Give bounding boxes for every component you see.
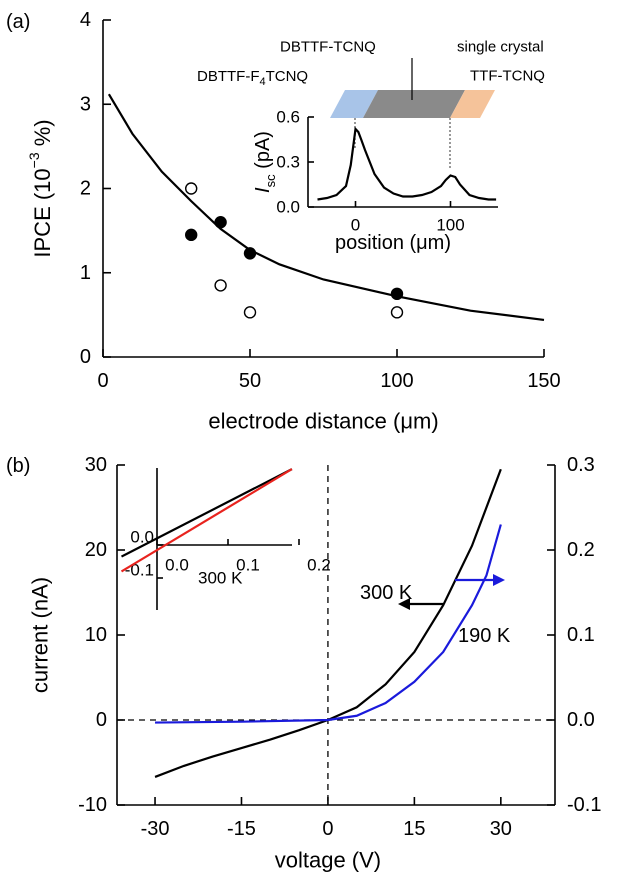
y-tick-label: 0.3 [276, 153, 300, 172]
x-axis-label: electrode distance (μm) [208, 409, 438, 434]
x-tick-label: 100 [380, 370, 413, 392]
y-axis-label-part: sc [263, 174, 278, 188]
x-tick-label: 15 [403, 818, 425, 840]
electrode-label-part: TCNQ [266, 68, 309, 85]
x-tick-label: 0.0 [165, 556, 189, 575]
y-tick-label: -0.1 [125, 561, 154, 580]
y-axis-label: Isc (pA) [252, 131, 278, 193]
panel-label: (b) [6, 455, 30, 477]
y-tick-label: 3 [80, 93, 91, 115]
y-tick-label: 0.2 [567, 539, 595, 561]
x-tick-label: 50 [239, 370, 261, 392]
electrode-label-part: 4 [259, 76, 265, 88]
electrode-label: TTF-TCNQ [470, 68, 545, 85]
y-axis-label: current (nA) [28, 577, 53, 693]
y-tick-label: 0.1 [567, 624, 595, 646]
x-tick-label: 0.1 [236, 556, 260, 575]
y-tick-label: 30 [85, 454, 107, 476]
x-tick-label: 100 [436, 216, 464, 235]
x-tick-label: 150 [527, 370, 560, 392]
electrode-left [330, 90, 378, 118]
annotation: 300 K [360, 582, 413, 604]
panel-label: (a) [6, 11, 30, 33]
x-tick-label: -30 [141, 818, 170, 840]
y-tick-label: 0.0 [130, 528, 154, 547]
electrode-label-part: DBTTF-F [197, 68, 259, 85]
annotation: 190 K [458, 625, 511, 647]
arrow-head [398, 598, 410, 610]
electrode-right [450, 90, 495, 118]
y-tick-label: 0 [80, 346, 91, 368]
y-tick-label: 20 [85, 539, 107, 561]
y-tick-label: 0.3 [567, 454, 595, 476]
y-tick-label: 0.6 [276, 108, 300, 127]
data-point [214, 279, 227, 292]
data-line [155, 524, 502, 724]
y-tick-label: 0 [96, 709, 107, 731]
data-point [390, 306, 404, 319]
y-tick-label: 4 [80, 9, 91, 31]
electrode-label: DBTTF-F4TCNQ [197, 68, 308, 89]
x-tick-label: 0 [97, 370, 108, 392]
x-tick-label: 0.2 [307, 556, 331, 575]
x-tick-label: 30 [490, 818, 512, 840]
y-tick-label: 2 [80, 178, 91, 200]
crystal [363, 90, 465, 118]
y-axis-label-part: −3 [26, 152, 42, 168]
x-tick-label: 0 [351, 216, 360, 235]
data-line [120, 468, 293, 558]
x-tick-label: 0 [322, 818, 333, 840]
x-axis-label: voltage (V) [275, 848, 381, 873]
y-axis-label: IPCE (10−3 %) [26, 119, 55, 257]
data-line [317, 126, 497, 201]
data-point [243, 306, 257, 319]
y-tick-label: 1 [80, 262, 91, 284]
data-point [184, 182, 198, 195]
y-tick-label: 10 [85, 624, 107, 646]
y-tick-label: 0.0 [567, 709, 595, 731]
crystal-note: single crystal [457, 39, 544, 56]
x-axis-label: position (μm) [335, 232, 451, 254]
y-tick-label: 0.0 [276, 198, 300, 217]
y-axis-label-part: IPCE (10 [30, 168, 55, 257]
x-tick-label: -15 [227, 818, 256, 840]
y-axis-label-part: I [252, 187, 274, 193]
annotation: 300 K [198, 569, 243, 588]
arrow-head [493, 574, 505, 586]
y-tick-label: -10 [78, 794, 107, 816]
data-line [120, 468, 293, 573]
crystal-label: DBTTF-TCNQ [280, 39, 376, 56]
data-point [184, 228, 198, 242]
y-axis-label-part: %) [30, 119, 55, 152]
data-line [107, 93, 545, 322]
y-axis-label-part: (pA) [252, 131, 274, 174]
y-tick-label: -0.1 [567, 794, 601, 816]
